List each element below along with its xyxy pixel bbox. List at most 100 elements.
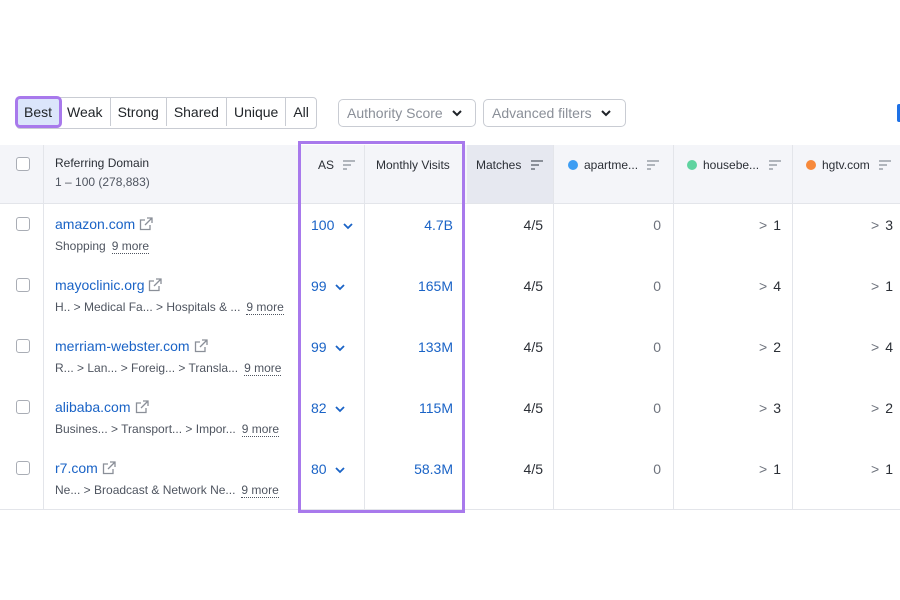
matches-value: 4/5 bbox=[523, 278, 543, 294]
tab-strong[interactable]: Strong bbox=[111, 98, 167, 126]
competitor-dot-icon bbox=[568, 160, 578, 170]
competitor-3-value: 1 bbox=[885, 278, 893, 294]
referring-domain-cell: amazon.com Shopping 9 more bbox=[55, 216, 153, 254]
header-monthly-visits[interactable]: Monthly Visits bbox=[376, 156, 450, 174]
external-link-icon[interactable] bbox=[139, 217, 153, 231]
filter-tabs: Best Weak Strong Shared Unique All bbox=[14, 96, 317, 129]
chevron-right-icon: > bbox=[759, 461, 768, 477]
row-checkbox[interactable] bbox=[16, 461, 30, 475]
chevron-down-icon bbox=[343, 223, 353, 230]
monthly-visits-value[interactable]: 4.7B bbox=[424, 217, 453, 233]
competitor-3-cell[interactable]: >1 bbox=[792, 278, 893, 296]
domain-link[interactable]: alibaba.com bbox=[55, 399, 131, 415]
competitor-2-value: 4 bbox=[773, 278, 781, 294]
domain-link[interactable]: r7.com bbox=[55, 460, 98, 476]
matches-cell: 4/5 bbox=[467, 461, 543, 479]
authority-score-value: 99 bbox=[311, 339, 327, 355]
external-link-icon[interactable] bbox=[194, 339, 208, 353]
tab-all[interactable]: All bbox=[293, 104, 309, 120]
chevron-right-icon: > bbox=[871, 278, 880, 294]
chevron-down-icon bbox=[452, 110, 462, 117]
header-as[interactable]: AS bbox=[318, 156, 356, 174]
monthly-visits-cell: 58.3M bbox=[364, 461, 453, 479]
sort-icon bbox=[343, 160, 356, 170]
as-cell[interactable]: 99 bbox=[311, 339, 345, 357]
monthly-visits-cell: 4.7B bbox=[364, 217, 453, 235]
authority-score-dropdown[interactable]: Authority Score bbox=[338, 99, 476, 127]
domain-link[interactable]: mayoclinic.org bbox=[55, 277, 145, 293]
header-competitor-3[interactable]: hgtv.com bbox=[806, 156, 892, 174]
tab-unique[interactable]: Unique bbox=[227, 98, 287, 126]
chevron-right-icon: > bbox=[871, 400, 880, 416]
tab-shared[interactable]: Shared bbox=[167, 98, 227, 126]
export-button-edge[interactable] bbox=[897, 104, 900, 122]
competitor-2-cell[interactable]: >3 bbox=[673, 400, 781, 418]
select-all-checkbox[interactable] bbox=[16, 157, 30, 171]
referring-domain-cell: mayoclinic.org H.. > Medical Fa... > Hos… bbox=[55, 277, 284, 315]
advanced-filters-dropdown[interactable]: Advanced filters bbox=[483, 99, 626, 127]
header-matches[interactable]: Matches bbox=[476, 156, 543, 174]
category-text: Busines... > Transport... > Impor... bbox=[55, 422, 236, 436]
tab-weak[interactable]: Weak bbox=[60, 98, 111, 126]
chevron-down-icon bbox=[335, 406, 345, 413]
competitor-2-value: 2 bbox=[773, 339, 781, 355]
more-categories-link[interactable]: 9 more bbox=[246, 300, 284, 315]
as-cell[interactable]: 99 bbox=[311, 278, 345, 296]
competitor-2-value: 1 bbox=[773, 217, 781, 233]
header-competitor-1[interactable]: apartme... bbox=[568, 156, 660, 174]
row-checkbox[interactable] bbox=[16, 400, 30, 414]
competitor-3-cell[interactable]: >2 bbox=[792, 400, 893, 418]
header-referring-domain: Referring Domain 1 – 100 (278,883) bbox=[55, 156, 150, 189]
category-text: Shopping bbox=[55, 239, 106, 253]
monthly-visits-value[interactable]: 165M bbox=[417, 278, 453, 294]
chevron-right-icon: > bbox=[871, 217, 880, 233]
competitor-1-cell: 0 bbox=[553, 217, 661, 235]
competitor-3-cell[interactable]: >4 bbox=[792, 339, 893, 357]
more-categories-link[interactable]: 9 more bbox=[244, 361, 282, 376]
competitor-2-cell[interactable]: >1 bbox=[673, 217, 781, 235]
external-link-icon[interactable] bbox=[102, 461, 116, 475]
category-path: Ne... > Broadcast & Network Ne... 9 more bbox=[55, 483, 279, 498]
monthly-visits-value[interactable]: 58.3M bbox=[414, 461, 453, 477]
tab-best[interactable]: Best bbox=[14, 96, 63, 128]
external-link-icon[interactable] bbox=[135, 400, 149, 414]
category-path: H.. > Medical Fa... > Hospitals & ... 9 m… bbox=[55, 300, 284, 315]
authority-score-value: 99 bbox=[311, 278, 327, 294]
domain-link[interactable]: merriam-webster.com bbox=[55, 338, 190, 354]
more-categories-link[interactable]: 9 more bbox=[111, 239, 150, 254]
matches-cell: 4/5 bbox=[467, 278, 543, 296]
competitor-3-cell[interactable]: >3 bbox=[792, 217, 893, 235]
sort-icon bbox=[879, 160, 892, 170]
competitor-1-value: 0 bbox=[653, 400, 661, 416]
competitor-1-cell: 0 bbox=[553, 400, 661, 418]
authority-score-value: 100 bbox=[311, 217, 335, 233]
category-path: Busines... > Transport... > Impor... 9 mo… bbox=[55, 422, 280, 437]
competitor-3-cell[interactable]: >1 bbox=[792, 461, 893, 479]
category-text: H.. > Medical Fa... > Hospitals & ... bbox=[55, 300, 241, 314]
domain-link[interactable]: amazon.com bbox=[55, 216, 136, 232]
competitor-2-label: housebe... bbox=[703, 158, 760, 172]
table-row: merriam-webster.com R... > Lan... > Fore… bbox=[0, 326, 900, 388]
chevron-right-icon: > bbox=[759, 217, 768, 233]
header-competitor-2[interactable]: housebe... bbox=[687, 156, 781, 174]
monthly-visits-value[interactable]: 133M bbox=[417, 339, 453, 355]
competitor-1-value: 0 bbox=[653, 278, 661, 294]
row-checkbox[interactable] bbox=[16, 339, 30, 353]
as-cell[interactable]: 82 bbox=[311, 400, 345, 418]
competitor-3-label: hgtv.com bbox=[822, 158, 870, 172]
sort-icon bbox=[647, 160, 660, 170]
chevron-right-icon: > bbox=[759, 278, 768, 294]
monthly-visits-value[interactable]: 115M bbox=[419, 400, 453, 416]
as-cell[interactable]: 100 bbox=[311, 217, 353, 235]
external-link-icon[interactable] bbox=[148, 278, 163, 292]
competitor-2-cell[interactable]: >4 bbox=[673, 278, 781, 296]
as-cell[interactable]: 80 bbox=[311, 461, 345, 479]
matches-value: 4/5 bbox=[523, 400, 543, 416]
competitor-2-cell[interactable]: >1 bbox=[673, 461, 781, 479]
row-checkbox[interactable] bbox=[16, 217, 30, 231]
competitor-1-value: 0 bbox=[653, 217, 661, 233]
more-categories-link[interactable]: 9 more bbox=[241, 483, 279, 498]
row-checkbox[interactable] bbox=[16, 278, 30, 292]
more-categories-link[interactable]: 9 more bbox=[241, 422, 280, 437]
competitor-2-cell[interactable]: >2 bbox=[673, 339, 781, 357]
